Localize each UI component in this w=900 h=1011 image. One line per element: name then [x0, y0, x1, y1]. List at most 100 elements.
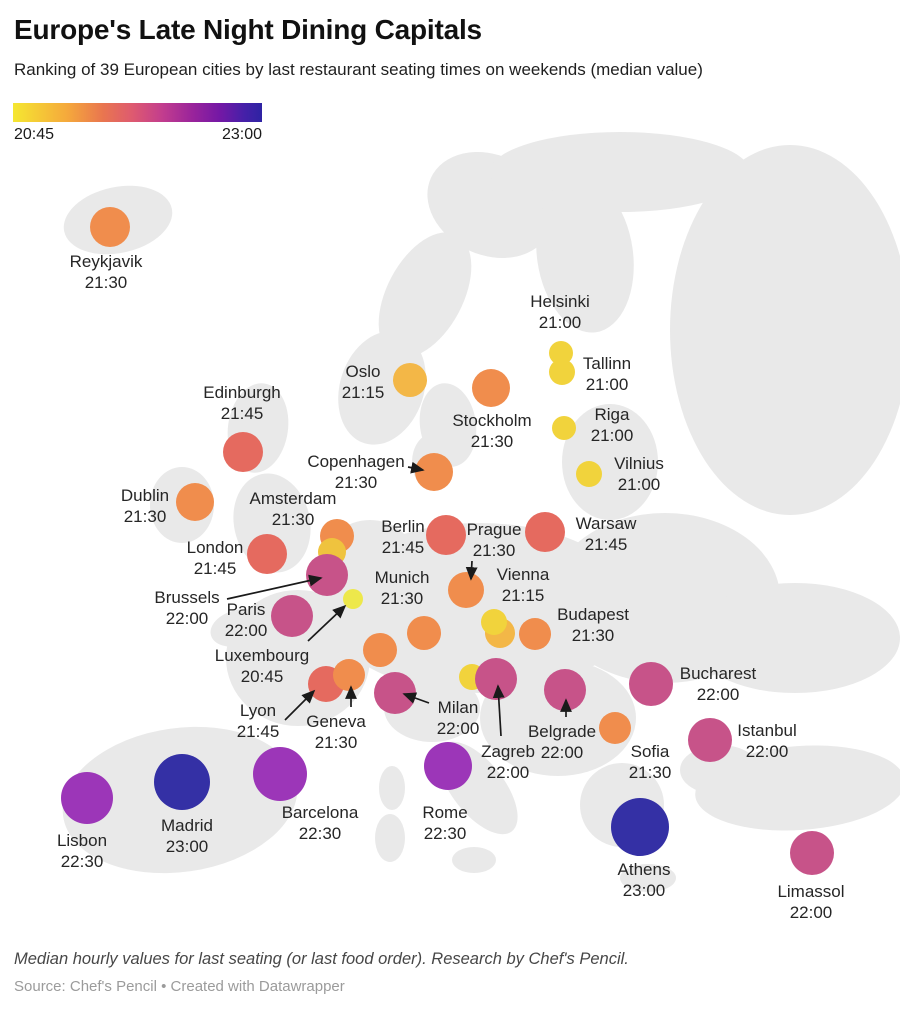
city-marker-tallinn[interactable]: [549, 359, 575, 385]
city-marker-copenhagen[interactable]: [415, 453, 453, 491]
city-time: 22:00: [436, 719, 480, 738]
city-label-vilnius: Vilnius 21:00: [614, 453, 664, 495]
city-marker-prague[interactable]: [448, 572, 484, 608]
city-label-london: London 21:45: [187, 537, 244, 579]
city-name: Sofia: [630, 742, 670, 761]
city-marker-istanbul[interactable]: [688, 718, 732, 762]
city-time: 21:15: [501, 586, 545, 605]
city-marker-athens[interactable]: [611, 798, 669, 856]
city-label-geneva: Geneva 21:30: [306, 711, 366, 753]
city-marker-london[interactable]: [247, 534, 287, 574]
city-label-lisbon: Lisbon 22:30: [57, 830, 107, 872]
city-marker-luxembourg[interactable]: [343, 589, 363, 609]
city-marker-paris[interactable]: [271, 595, 313, 637]
city-marker-limassol[interactable]: [790, 831, 834, 875]
city-marker-dublin[interactable]: [176, 483, 214, 521]
city-marker-stockholm[interactable]: [472, 369, 510, 407]
city-name: Amsterdam: [249, 489, 337, 508]
city-label-rome: Rome 22:30: [422, 802, 467, 844]
city-label-reykjavik: Reykjavik 21:30: [70, 251, 143, 293]
city-label-tallinn: Tallinn 21:00: [583, 353, 631, 395]
city-marker-reykjavik[interactable]: [90, 207, 130, 247]
city-name: Milan: [437, 698, 479, 717]
city-label-helsinki: Helsinki 21:00: [530, 291, 590, 333]
city-time: 22:30: [423, 824, 467, 843]
city-label-munich: Munich 21:30: [375, 567, 430, 609]
city-time: 21:00: [617, 475, 661, 494]
city-name: Bucharest: [679, 664, 757, 683]
city-label-athens: Athens 23:00: [618, 859, 671, 901]
city-time: 21:30: [271, 510, 315, 529]
city-label-sofia: Sofia 21:30: [629, 741, 672, 783]
city-time: 21:00: [538, 313, 582, 332]
city-marker-milan[interactable]: [374, 672, 416, 714]
city-marker-bucharest[interactable]: [629, 662, 673, 706]
city-name: Athens: [617, 860, 671, 879]
source-line: Source: Chef's Pencil • Created with Dat…: [14, 978, 345, 995]
city-name: Munich: [374, 568, 430, 587]
city-marker-lisbon[interactable]: [61, 772, 113, 824]
city-label-budapest: Budapest 21:30: [557, 604, 629, 646]
city-marker-munich[interactable]: [407, 616, 441, 650]
city-time: 22:00: [540, 743, 584, 762]
city-name: Brussels: [154, 588, 220, 607]
city-time: 21:00: [585, 375, 629, 394]
city-name: Zagreb: [481, 742, 535, 761]
city-label-warsaw: Warsaw 21:45: [576, 513, 637, 555]
city-time: 21:30: [84, 273, 128, 292]
city-time: 21:30: [472, 541, 516, 560]
city-name: Limassol: [777, 882, 845, 901]
city-time: 21:30: [628, 763, 672, 782]
city-time: 21:30: [123, 507, 167, 526]
city-marker-madrid[interactable]: [154, 754, 210, 810]
city-label-paris: Paris 22:00: [225, 599, 268, 641]
city-name: Geneva: [306, 712, 366, 731]
city-label-bucharest: Bucharest 22:00: [680, 663, 757, 705]
city-marker-vilnius[interactable]: [576, 461, 602, 487]
city-time: 21:30: [314, 733, 358, 752]
city-marker-berlin[interactable]: [426, 515, 466, 555]
city-marker-warsaw[interactable]: [525, 512, 565, 552]
city-name: Oslo: [345, 362, 381, 381]
city-marker-rome[interactable]: [424, 742, 472, 790]
city-marker-belgrade[interactable]: [544, 669, 586, 711]
city-name: Copenhagen: [307, 452, 405, 471]
city-marker-riga[interactable]: [552, 416, 576, 440]
city-name: Riga: [594, 405, 630, 424]
city-name: Belgrade: [527, 722, 597, 741]
city-time: 21:30: [334, 473, 378, 492]
page-title: Europe's Late Night Dining Capitals: [14, 14, 482, 45]
city-time: 21:45: [584, 535, 628, 554]
city-label-riga: Riga 21:00: [591, 404, 634, 446]
city-marker-geneva[interactable]: [333, 659, 365, 691]
city-name: Paris: [226, 600, 266, 619]
city-name: Dublin: [120, 486, 170, 505]
page-subtitle: Ranking of 39 European cities by last re…: [14, 60, 703, 79]
city-marker-budapest[interactable]: [519, 618, 551, 650]
city-label-istanbul: Istanbul 22:00: [737, 720, 797, 762]
city-name: Reykjavik: [69, 252, 143, 271]
city-marker-zagreb[interactable]: [475, 658, 517, 700]
city-marker[interactable]: [363, 633, 397, 667]
city-label-zagreb: Zagreb 22:00: [481, 741, 535, 783]
city-marker-barcelona[interactable]: [253, 747, 307, 801]
city-time: 22:00: [486, 763, 530, 782]
city-marker[interactable]: [481, 609, 507, 635]
color-legend-gradient-bar: [13, 103, 262, 122]
city-marker-sofia[interactable]: [599, 712, 631, 744]
city-marker-oslo[interactable]: [393, 363, 427, 397]
city-marker-edinburgh[interactable]: [223, 432, 263, 472]
city-time: 21:30: [571, 626, 615, 645]
city-label-oslo: Oslo 21:15: [342, 361, 385, 403]
city-marker-brussels[interactable]: [306, 554, 348, 596]
city-label-berlin: Berlin 21:45: [381, 516, 424, 558]
city-time: 23:00: [165, 837, 209, 856]
city-label-copenhagen: Copenhagen 21:30: [307, 451, 404, 493]
city-time: 22:00: [789, 903, 833, 922]
city-time: 22:00: [745, 742, 789, 761]
city-label-amsterdam: Amsterdam 21:30: [250, 488, 337, 530]
city-name: Rome: [422, 803, 468, 822]
city-name: Luxembourg: [214, 646, 310, 665]
